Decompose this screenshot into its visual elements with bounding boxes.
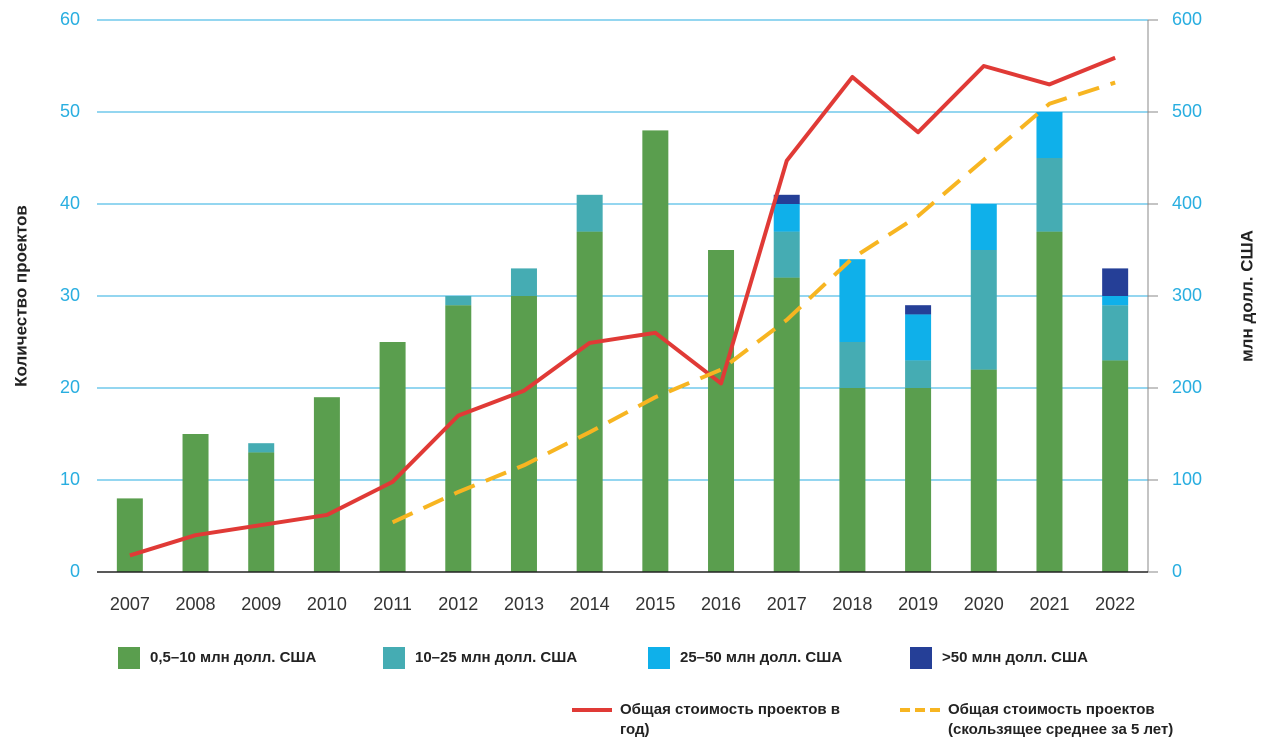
bar: [839, 342, 866, 388]
legend-swatch: [910, 647, 932, 669]
moving-average-line: [391, 80, 1116, 525]
bar: [510, 296, 537, 572]
y-tick-label: 30: [60, 285, 80, 305]
y2-tick-label: 100: [1172, 469, 1202, 489]
bar: [905, 360, 932, 388]
y-axis-label: Количество проектов: [11, 205, 30, 387]
y2-tick-label: 500: [1172, 101, 1202, 121]
bar: [445, 305, 472, 572]
bar: [773, 231, 800, 278]
y2-tick-label: 300: [1172, 285, 1202, 305]
y-tick-label: 0: [70, 561, 80, 581]
bar: [116, 498, 143, 572]
y2-tick-label: 600: [1172, 9, 1202, 29]
bar: [445, 296, 472, 306]
x-tick-label: 2007: [110, 594, 150, 614]
x-tick-label: 2013: [504, 594, 544, 614]
bar: [1102, 296, 1129, 306]
x-tick-label: 2020: [964, 594, 1004, 614]
x-tick-label: 2022: [1095, 594, 1135, 614]
line: [129, 55, 1116, 558]
x-tick-label: 2016: [701, 594, 741, 614]
bar: [576, 231, 603, 572]
legend-swatch: [118, 647, 140, 669]
x-tick-label: 2014: [570, 594, 610, 614]
legend-label: >50 млн долл. США: [942, 649, 1088, 666]
y-tick-label: 60: [60, 9, 80, 29]
bar: [708, 250, 735, 572]
bar: [379, 342, 406, 572]
y-tick-label: 10: [60, 469, 80, 489]
x-tick-label: 2009: [241, 594, 281, 614]
bar: [1102, 305, 1129, 361]
x-tick-label: 2019: [898, 594, 938, 614]
x-tick-label: 2017: [767, 594, 807, 614]
bar: [642, 130, 669, 572]
bar: [839, 259, 866, 342]
y2-axis-label: млн долл. США: [1237, 230, 1256, 362]
bar: [510, 268, 537, 296]
legend-label: 25–50 млн долл. США: [680, 649, 843, 666]
bar: [839, 388, 866, 572]
legend-swatch: [383, 647, 405, 669]
bar: [1102, 360, 1129, 572]
bar: [773, 204, 800, 232]
bar: [905, 388, 932, 572]
x-tick-label: 2010: [307, 594, 347, 614]
x-tick-label: 2008: [176, 594, 216, 614]
legend-label: 0,5–10 млн долл. США: [150, 649, 317, 666]
y2-tick-label: 400: [1172, 193, 1202, 213]
bar: [182, 434, 209, 572]
bar: [1036, 158, 1063, 232]
bar: [970, 250, 997, 370]
y2-tick-label: 200: [1172, 377, 1202, 397]
y2-tick-label: 0: [1172, 561, 1182, 581]
bar: [905, 305, 932, 315]
y-tick-label: 50: [60, 101, 80, 121]
bar: [970, 204, 997, 250]
bar: [970, 369, 997, 572]
bar: [313, 397, 340, 572]
bar: [1036, 112, 1063, 158]
y-tick-label: 20: [60, 377, 80, 397]
bar: [1102, 268, 1129, 296]
x-tick-label: 2018: [832, 594, 872, 614]
legend-label: Общая стоимость проектов в год): [620, 701, 841, 738]
x-tick-label: 2011: [373, 594, 412, 614]
x-tick-label: 2012: [438, 594, 478, 614]
bar: [248, 452, 275, 572]
bar: [773, 277, 800, 572]
y-tick-label: 40: [60, 193, 80, 213]
x-tick-label: 2021: [1029, 594, 1069, 614]
bar: [773, 194, 800, 204]
bar: [248, 443, 275, 453]
legend-swatch: [648, 647, 670, 669]
bar: [576, 194, 603, 232]
bar: [905, 314, 932, 361]
bar: [1036, 231, 1063, 572]
x-tick-label: 2015: [635, 594, 675, 614]
legend-label: 10–25 млн долл. США: [415, 649, 578, 666]
legend-label: Общая стоимость проектов (скользящее сре…: [948, 701, 1174, 738]
